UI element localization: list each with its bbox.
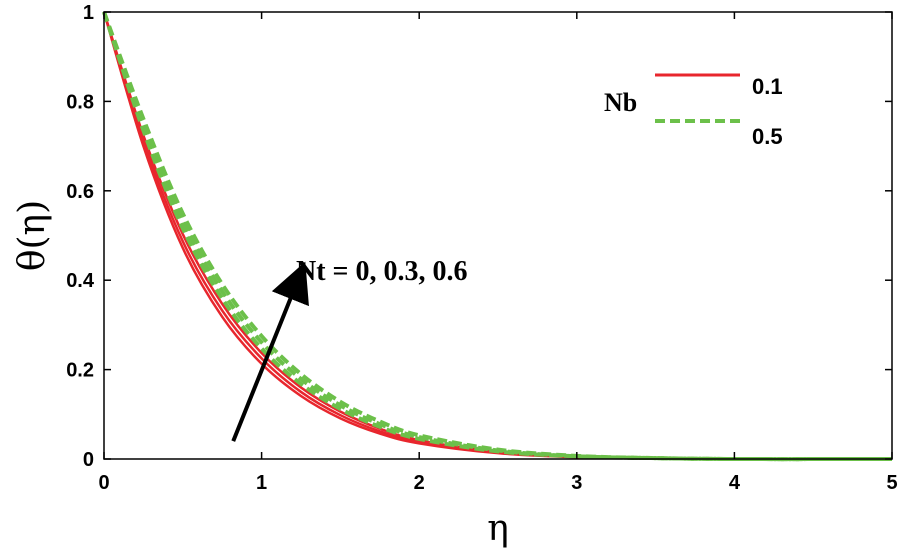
x-tick-label: 2 <box>414 472 425 494</box>
y-tick-label: 0.8 <box>66 91 94 113</box>
annotation-arrow <box>231 261 309 442</box>
x-tick-label: 5 <box>886 472 897 494</box>
y-axis-label: θ(η) <box>12 200 53 271</box>
x-axis-label: η <box>487 508 509 549</box>
legend-label-0.5: 0.5 <box>752 124 783 149</box>
series-line-nb-0.5 <box>102 11 893 462</box>
x-tick-label: 1 <box>256 472 267 494</box>
axis-ticks: 0 1 2 3 4 5 0 0.2 0.4 0.6 0.8 1 <box>66 2 897 494</box>
x-tick-label: 4 <box>729 472 741 494</box>
legend: Nb 0.1 0.5 <box>604 73 783 149</box>
y-tick-label: 1 <box>83 2 94 24</box>
x-tick-label: 3 <box>571 472 582 494</box>
y-tick-label: 0.2 <box>66 360 94 382</box>
x-tick-label: 0 <box>98 472 109 494</box>
y-tick-label: 0.4 <box>66 270 95 292</box>
annotation-text: Nt = 0, 0.3, 0.6 <box>296 256 468 287</box>
legend-title: Nb <box>604 88 637 117</box>
y-tick-label: 0.6 <box>66 181 94 203</box>
y-tick-label: 0 <box>83 449 94 471</box>
series-line-nb-0.5 <box>102 11 893 462</box>
legend-label-0.1: 0.1 <box>752 74 783 99</box>
plot-area-frame <box>103 11 893 460</box>
